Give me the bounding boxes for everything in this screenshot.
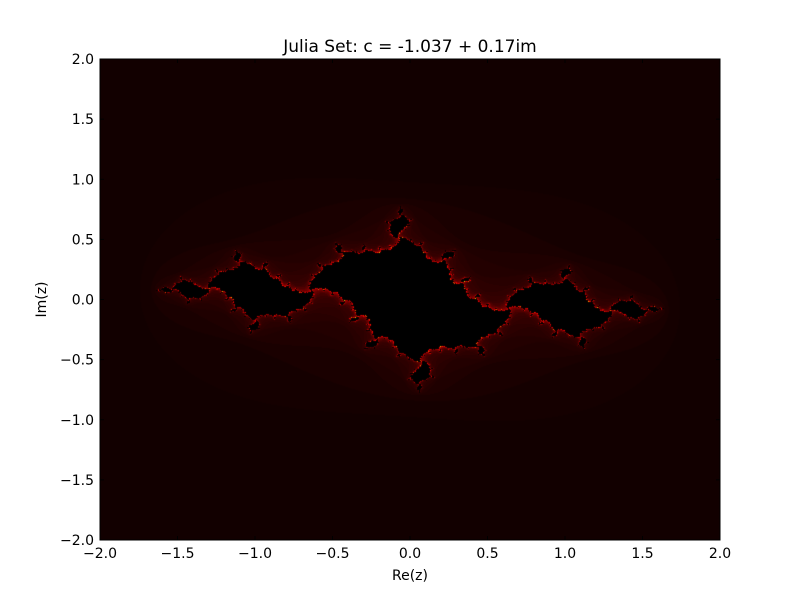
x-tick-label: −1.5: [161, 546, 195, 562]
x-tick-label: 0.0: [399, 546, 421, 562]
y-tick-label: 1.0: [72, 172, 94, 188]
x-tick-label: −2.0: [83, 546, 117, 562]
y-axis-label: Im(z): [34, 281, 50, 317]
julia-set-image: [100, 59, 720, 540]
chart-title: Julia Set: c = -1.037 + 0.17im: [282, 37, 537, 57]
x-tick-label: 0.5: [476, 546, 498, 562]
y-tick-label: −1.0: [60, 413, 94, 429]
plot-image-container: [100, 59, 720, 540]
y-tick-label: 1.5: [72, 112, 94, 128]
x-tick-label: 1.0: [554, 546, 576, 562]
y-tick-label: 2.0: [72, 52, 94, 68]
y-tick-label: −0.5: [60, 353, 94, 369]
x-tick-label: −1.0: [238, 546, 272, 562]
x-tick-label: 1.5: [631, 546, 653, 562]
x-axis: −2.0 −1.5 −1.0 −0.5 0.0 0.5 1.0 1.5 2.0: [83, 59, 731, 562]
x-tick-label: 2.0: [709, 546, 731, 562]
y-tick-label: 0.0: [72, 293, 94, 309]
y-axis: 2.0 1.5 1.0 0.5 0.0 −0.5 −1.0 −1.5 −2.0: [60, 52, 720, 549]
y-tick-label: −2.0: [60, 533, 94, 549]
x-tick-label: −0.5: [316, 546, 350, 562]
y-tick-label: −1.5: [60, 473, 94, 489]
x-axis-label: Re(z): [392, 568, 428, 584]
y-tick-label: 0.5: [72, 232, 94, 248]
